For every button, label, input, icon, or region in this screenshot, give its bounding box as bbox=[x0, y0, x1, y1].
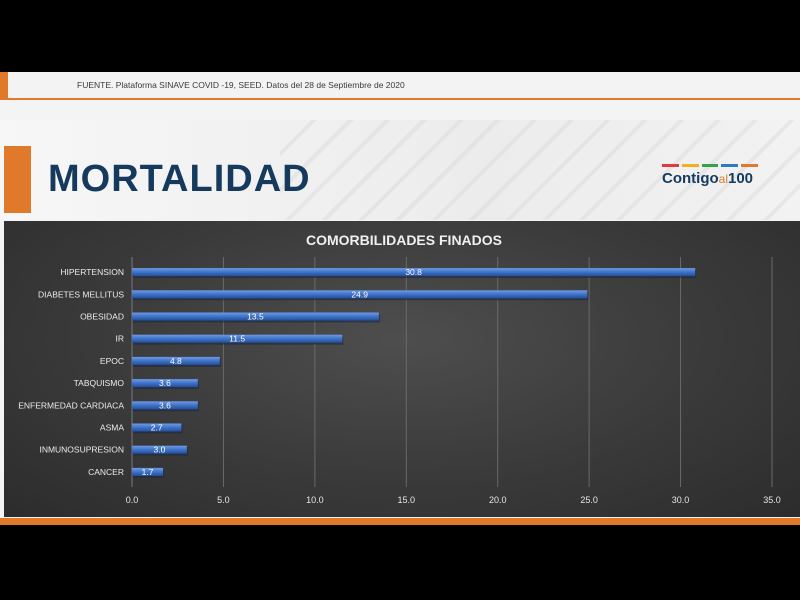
x-tick-label: 5.0 bbox=[217, 495, 230, 505]
category-label: HIPERTENSION bbox=[60, 267, 124, 277]
comorbidities-chart: COMORBILIDADES FINADOS HIPERTENSION 30.8 D… bbox=[18, 232, 781, 505]
orange-accent-tab bbox=[4, 146, 31, 213]
data-label: 24.9 bbox=[351, 289, 368, 299]
data-label: 3.6 bbox=[159, 378, 171, 388]
header-decoration bbox=[280, 120, 800, 220]
data-label: 1.7 bbox=[142, 467, 154, 477]
category-label: IR bbox=[116, 334, 125, 344]
logo-al: al bbox=[718, 172, 728, 186]
category-label: DIABETES MELLITUS bbox=[38, 289, 124, 299]
data-label: 3.6 bbox=[159, 400, 171, 410]
source-band bbox=[8, 72, 800, 98]
bottom-orange-bar bbox=[0, 518, 800, 525]
category-label: INMUNOSUPRESION bbox=[39, 445, 124, 455]
data-label: 2.7 bbox=[151, 423, 163, 433]
category-label: ASMA bbox=[100, 423, 124, 433]
bar bbox=[132, 379, 198, 388]
category-label: CANCER bbox=[88, 467, 124, 477]
x-tick-label: 25.0 bbox=[580, 495, 598, 505]
header: MORTALIDAD Contigoal100 bbox=[0, 120, 800, 220]
category-label: ENFERMEDAD CARDIACA bbox=[18, 400, 124, 410]
data-label: 13.5 bbox=[247, 312, 264, 322]
source-note: FUENTE. Plataforma SINAVE COVID -19, SEE… bbox=[77, 80, 405, 90]
bar bbox=[132, 423, 182, 432]
logo-main: Contigo bbox=[662, 170, 719, 187]
chart-title: COMORBILIDADES FINADOS bbox=[306, 232, 502, 248]
x-tick-label: 20.0 bbox=[489, 495, 507, 505]
category-label: EPOC bbox=[100, 356, 124, 366]
x-tick-label: 15.0 bbox=[398, 495, 416, 505]
x-tick-label: 35.0 bbox=[763, 495, 781, 505]
category-label: TABQUISMO bbox=[74, 378, 125, 388]
x-tick-label: 30.0 bbox=[672, 495, 690, 505]
x-tick-label: 0.0 bbox=[126, 495, 139, 505]
data-label: 11.5 bbox=[229, 334, 245, 344]
x-tick-label: 10.0 bbox=[306, 495, 324, 505]
slide: FUENTE. Plataforma SINAVE COVID -19, SEE… bbox=[0, 72, 800, 525]
category-label: OBESIDAD bbox=[80, 312, 124, 322]
bar bbox=[132, 445, 187, 454]
bar bbox=[132, 334, 343, 343]
bar bbox=[132, 268, 696, 277]
logo-color-lines bbox=[662, 164, 758, 167]
data-label: 4.8 bbox=[170, 356, 182, 366]
bar bbox=[132, 312, 379, 321]
logo-num: 100 bbox=[728, 170, 754, 187]
data-label: 3.0 bbox=[154, 445, 166, 455]
chart-panel: COMORBILIDADES FINADOS HIPERTENSION 30.8 D… bbox=[4, 221, 800, 517]
bar bbox=[132, 401, 198, 410]
page-title: MORTALIDAD bbox=[48, 158, 311, 200]
bar bbox=[132, 467, 164, 476]
logo-text: Contigoal100 bbox=[662, 170, 753, 187]
data-label: 30.8 bbox=[405, 267, 422, 277]
bar bbox=[132, 356, 220, 365]
bar bbox=[132, 290, 588, 299]
